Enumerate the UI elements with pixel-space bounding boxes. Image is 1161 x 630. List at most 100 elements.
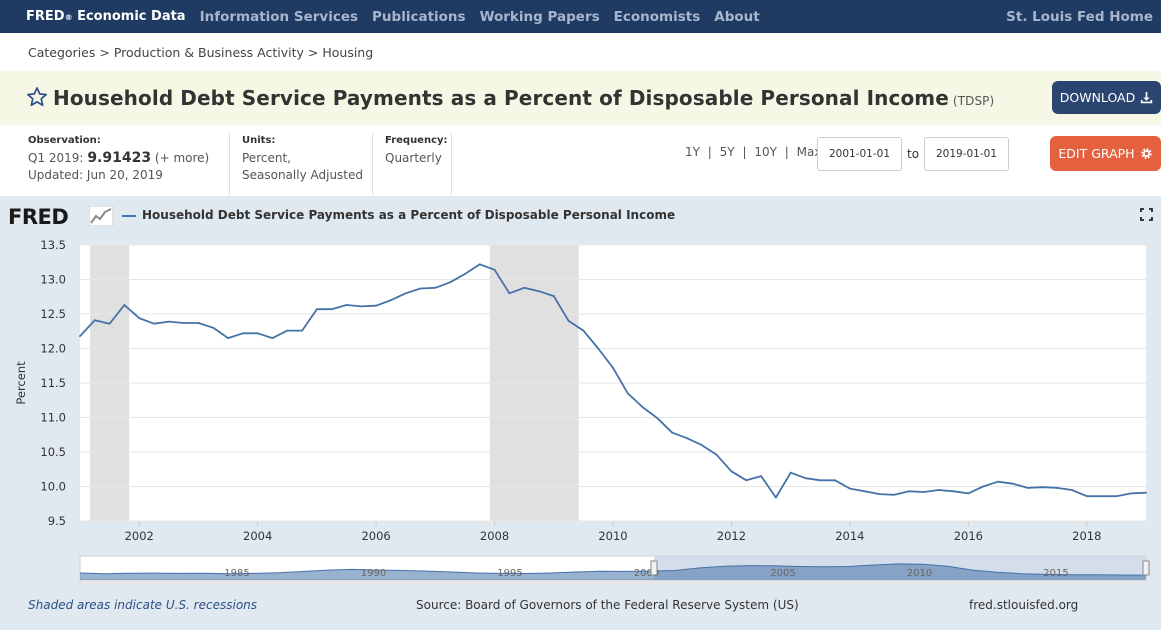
line-chart: 9.5 10.0 10.5 11.0 11.5 12.0 12.5 13.0 13.5 2002 2… bbox=[14, 238, 1150, 585]
range-5y-button[interactable]: 5Y bbox=[719, 145, 735, 159]
data-point bbox=[937, 489, 940, 491]
series-title-band: Household Debt Service Payments as a Per… bbox=[0, 71, 1161, 125]
range-separator: | bbox=[742, 145, 747, 159]
data-point bbox=[478, 263, 481, 266]
data-point bbox=[271, 337, 274, 340]
data-point bbox=[241, 332, 244, 335]
nav-link-working-papers[interactable]: Working Papers bbox=[479, 8, 600, 25]
data-point bbox=[567, 320, 570, 322]
star-icon[interactable] bbox=[26, 86, 48, 108]
breadcrumb-separator: > bbox=[99, 45, 110, 60]
range-max-button[interactable]: Max bbox=[796, 145, 822, 159]
data-point bbox=[153, 322, 155, 325]
navigator-area bbox=[80, 563, 1146, 580]
data-point bbox=[952, 490, 955, 493]
site-url[interactable]: fred.stlouisfed.org bbox=[969, 598, 1079, 612]
start-date-input[interactable]: 2001-01-01 bbox=[817, 137, 902, 171]
y-tick-label: 11.0 bbox=[40, 411, 66, 425]
x-tick-label: 2006 bbox=[361, 529, 390, 543]
data-point bbox=[819, 479, 822, 482]
nav-link-st-louis-fed-home[interactable]: St. Louis Fed Home bbox=[1006, 8, 1153, 25]
top-navbar: FRED® Economic Data Information Services… bbox=[0, 0, 1161, 33]
data-point bbox=[834, 479, 836, 482]
download-label: DOWNLOAD bbox=[1059, 90, 1136, 105]
navigator-handle[interactable] bbox=[650, 560, 658, 576]
data-point bbox=[375, 304, 378, 307]
navigator-label: 2005 bbox=[770, 568, 795, 579]
navigator-label: 1995 bbox=[497, 568, 522, 579]
fred-brand-link[interactable]: FRED® Economic Data bbox=[26, 9, 186, 24]
breadcrumb-item-production[interactable]: Production & Business Activity bbox=[113, 45, 304, 60]
data-point bbox=[878, 493, 881, 495]
nav-link-about[interactable]: About bbox=[714, 8, 760, 25]
data-point bbox=[256, 332, 259, 335]
data-point bbox=[582, 329, 585, 332]
x-tick-label: 2004 bbox=[243, 529, 272, 543]
data-point bbox=[745, 479, 748, 482]
y-axis-label: Percent bbox=[14, 361, 28, 405]
data-point bbox=[1041, 486, 1044, 489]
nav-link-information-services[interactable]: Information Services bbox=[199, 8, 359, 25]
data-point bbox=[315, 308, 318, 311]
data-point bbox=[301, 329, 303, 332]
navigator-handle[interactable] bbox=[1142, 560, 1150, 576]
data-point bbox=[893, 493, 896, 496]
data-point bbox=[1100, 495, 1103, 498]
data-point bbox=[1085, 495, 1088, 498]
fullscreen-icon[interactable] bbox=[1140, 208, 1153, 221]
data-point bbox=[1056, 486, 1059, 489]
data-point bbox=[508, 292, 511, 295]
download-button[interactable]: DOWNLOAD bbox=[1052, 81, 1161, 114]
data-point bbox=[612, 366, 614, 369]
range-separator: | bbox=[784, 145, 789, 159]
range-10y-button[interactable]: 10Y bbox=[754, 145, 777, 159]
data-point bbox=[390, 299, 392, 302]
breadcrumb-item-categories[interactable]: Categories bbox=[28, 45, 96, 60]
data-point bbox=[523, 286, 526, 289]
nav-link-publications[interactable]: Publications bbox=[372, 8, 466, 25]
observation-period: Q1 2019: bbox=[28, 151, 84, 165]
download-icon bbox=[1141, 91, 1153, 104]
x-tick-label: 2016 bbox=[954, 529, 983, 543]
data-point bbox=[167, 320, 170, 323]
data-point bbox=[997, 480, 999, 483]
chart-legend: Household Debt Service Payments as a Per… bbox=[142, 208, 676, 222]
y-tick-label: 9.5 bbox=[48, 514, 66, 528]
data-point bbox=[1145, 491, 1147, 494]
updated-date: Updated: Jun 20, 2019 bbox=[28, 168, 163, 182]
y-tick-label: 11.5 bbox=[40, 376, 66, 390]
data-point bbox=[700, 444, 703, 446]
units-line-1: Percent, bbox=[242, 151, 291, 165]
observation-more-link[interactable]: (+ more) bbox=[154, 151, 210, 165]
data-point bbox=[597, 347, 600, 350]
data-point bbox=[1011, 482, 1014, 485]
navigator-scrollbar bbox=[80, 581, 1146, 585]
frequency-label: Frequency: bbox=[385, 135, 448, 146]
x-tick-label: 2002 bbox=[125, 529, 154, 543]
data-point bbox=[449, 281, 452, 284]
chart-logo-icon bbox=[89, 206, 113, 226]
breadcrumb-item-housing[interactable]: Housing bbox=[322, 45, 374, 60]
y-tick-label: 13.0 bbox=[40, 273, 66, 287]
data-point bbox=[982, 485, 985, 488]
nav-link-economists[interactable]: Economists bbox=[613, 8, 701, 25]
units-label: Units: bbox=[242, 135, 276, 146]
data-point bbox=[434, 286, 437, 289]
to-label: to bbox=[907, 147, 920, 161]
fred-logo: FRED bbox=[8, 205, 69, 229]
range-1y-button[interactable]: 1Y bbox=[685, 145, 700, 159]
units-block: Units: Percent, Seasonally Adjusted bbox=[229, 133, 371, 195]
data-point bbox=[967, 492, 970, 495]
data-point bbox=[552, 295, 555, 297]
page-title: Household Debt Service Payments as a Per… bbox=[53, 86, 995, 110]
edit-graph-button[interactable]: EDIT GRAPH bbox=[1050, 136, 1161, 171]
data-point bbox=[1115, 495, 1118, 498]
x-tick-label: 2010 bbox=[598, 529, 627, 543]
data-point bbox=[93, 319, 96, 322]
data-point bbox=[286, 329, 289, 332]
breadcrumb-separator: > bbox=[307, 45, 319, 60]
end-date-input[interactable]: 2019-01-01 bbox=[924, 137, 1009, 171]
navigator-label: 1990 bbox=[361, 568, 386, 579]
data-point bbox=[345, 304, 348, 306]
observation-block: Observation: Q1 2019: 9.91423 (+ more) U… bbox=[28, 133, 228, 195]
